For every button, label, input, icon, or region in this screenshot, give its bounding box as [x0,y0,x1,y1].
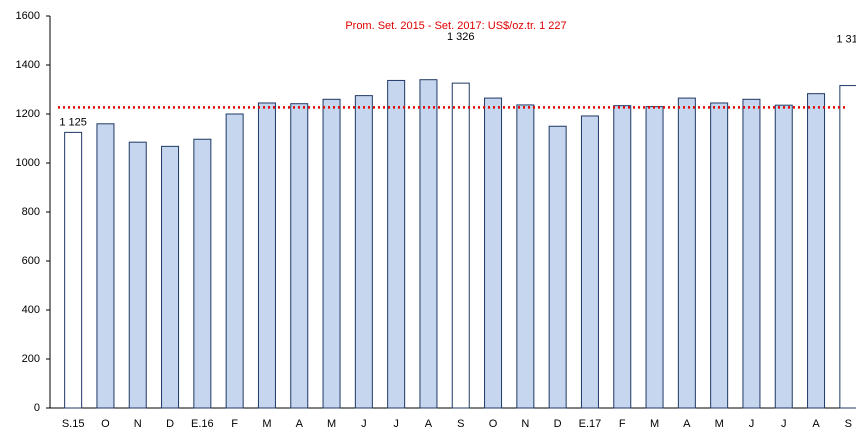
y-tick-label: 400 [22,304,40,316]
y-tick-label: 1400 [16,59,40,71]
bar [257,102,276,409]
x-tick-label: J [749,418,755,430]
bar [807,93,826,409]
y-tick-label: 800 [22,206,40,218]
bar [193,138,212,409]
x-tick-label: F [231,418,238,430]
x-tick-label: M [262,418,271,430]
bar [677,97,696,409]
x-tick-label: N [134,418,142,430]
x-tick-label: M [715,418,724,430]
y-tick-label: 600 [22,255,40,267]
bar [451,82,470,409]
x-tick-label: F [619,418,626,430]
x-tick-label: E.16 [191,418,214,430]
value-label: 1 326 [447,31,475,43]
x-tick-label: S [457,418,464,430]
bar [484,97,503,409]
y-tick-label: 0 [34,402,40,414]
x-tick-label: O [101,418,110,430]
y-tick-label: 1000 [16,157,40,169]
bar [839,85,856,409]
x-tick-label: A [812,418,820,430]
x-tick-label: M [650,418,659,430]
y-tick-label: 1600 [16,10,40,22]
bar [548,125,567,409]
value-label: 1 316 [836,33,856,45]
x-tick-label: D [554,418,562,430]
bar [64,131,83,409]
bar [774,104,793,409]
x-tick-label: S [845,418,852,430]
annotation: Prom. Set. 2015 - Set. 2017: US$/oz.tr. … [345,20,566,32]
bar [96,123,115,409]
x-tick-label: J [781,418,787,430]
bar [645,106,664,409]
bar [322,98,341,409]
x-tick-label: M [327,418,336,430]
bar [354,95,373,409]
bar [128,141,147,409]
x-tick-label: N [521,418,529,430]
x-tick-label: A [425,418,433,430]
bar [290,103,309,409]
x-tick-label: J [361,418,367,430]
x-tick-label: S.15 [62,418,85,430]
bar [225,113,244,409]
bar [161,145,180,409]
value-label: 1 125 [59,116,87,128]
bar [419,79,438,409]
y-tick-label: 1200 [16,108,40,120]
x-tick-label: D [166,418,174,430]
bar [580,115,599,409]
x-tick-label: J [393,418,399,430]
bar [742,98,761,409]
x-tick-label: E.17 [579,418,602,430]
bar [516,104,535,409]
x-tick-label: A [296,418,304,430]
x-tick-label: O [489,418,498,430]
bar [387,79,406,409]
y-tick-label: 200 [22,353,40,365]
x-tick-label: A [683,418,691,430]
bar [710,102,729,409]
bar [613,105,632,409]
